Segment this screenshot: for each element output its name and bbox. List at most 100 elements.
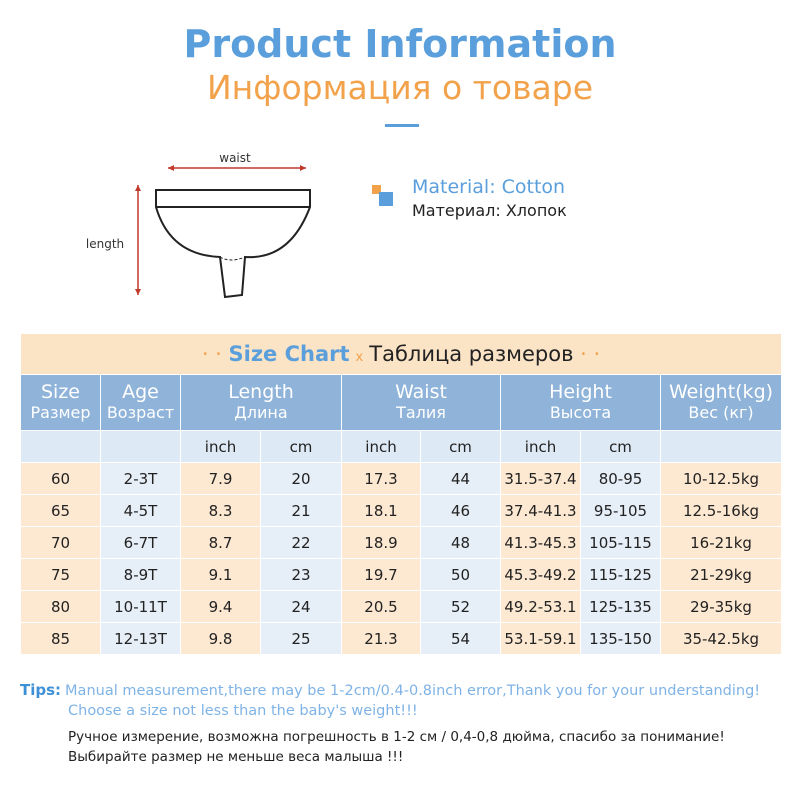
caption: · · Size Chart x Таблица размеров · · <box>19 333 783 375</box>
cell: 115-125 <box>580 558 661 591</box>
data-row: 65 4-5T 8.3 21 18.1 46 37.4-41.3 95-105 12.5-16k… <box>20 494 783 527</box>
tips-line-ru: Ручное измерение, возможна погрешность в… <box>68 729 725 745</box>
unit-cell: cm <box>420 430 501 463</box>
subtitle: Информация о товаре <box>207 68 593 107</box>
cell: 9.1 <box>180 558 261 591</box>
cell: 18.9 <box>341 526 421 559</box>
data-row: 85 12-13T 9.8 25 21.3 54 53.1-59.1 135-150 35-42… <box>20 622 783 655</box>
cell: 4-5T <box>100 494 181 527</box>
dots: · · <box>573 342 601 366</box>
cell: 49.2-53.1 <box>500 590 581 623</box>
cell: 80-95 <box>580 462 661 495</box>
column-en: Length <box>228 381 294 403</box>
length-label: length <box>86 237 124 251</box>
data-row: 70 6-7T 8.7 22 18.9 48 41.3-45.3 105-115 16-21kg <box>20 526 783 559</box>
column-en: Waist <box>395 381 447 403</box>
cell: 20.5 <box>341 590 421 623</box>
column-header: Weight(kg) Вес (кг) <box>659 374 783 431</box>
cell: 10-12.5kg <box>659 462 783 495</box>
cell: 12.5-16kg <box>659 494 783 527</box>
cell: 22 <box>260 526 342 559</box>
cell: 6-7T <box>100 526 181 559</box>
cell: 95-105 <box>580 494 661 527</box>
cell: 105-115 <box>580 526 661 559</box>
tips-ru: Ручное измерение, возможна погрешность в… <box>68 727 725 767</box>
size-table: · · Size Chart x Таблица размеров · · Size Р… <box>19 333 783 655</box>
cell: 44 <box>420 462 501 495</box>
cell: 70 <box>20 526 101 559</box>
column-ru: Возраст <box>106 403 175 422</box>
cell: 31.5-37.4 <box>500 462 581 495</box>
cell: 21 <box>260 494 342 527</box>
column-header: Age Возраст <box>100 374 181 431</box>
column-en: Age <box>122 381 159 403</box>
cell: 10-11T <box>100 590 181 623</box>
cell: 48 <box>420 526 501 559</box>
column-ru: Талия <box>396 403 446 422</box>
unit-cell: inch <box>341 430 421 463</box>
material-en: Material: Cotton <box>412 176 566 198</box>
cell: 52 <box>420 590 501 623</box>
unit-cell <box>659 430 783 463</box>
column-ru: Размер <box>30 403 91 422</box>
column-header: Waist Талия <box>341 374 501 431</box>
column-en: Weight(kg) <box>668 381 774 403</box>
column-header: Length Длина <box>180 374 342 431</box>
cell: 125-135 <box>580 590 661 623</box>
unit-cell: inch <box>500 430 581 463</box>
cell: 24 <box>260 590 342 623</box>
cell: 12-13T <box>100 622 181 655</box>
cell: 9.8 <box>180 622 261 655</box>
unit-cell: cm <box>260 430 342 463</box>
column-en: Size <box>40 381 80 403</box>
cell: 85 <box>20 622 101 655</box>
cell: 135-150 <box>580 622 661 655</box>
unit-cell: inch <box>180 430 261 463</box>
cell: 25 <box>260 622 342 655</box>
cell: 41.3-45.3 <box>500 526 581 559</box>
cell: 80 <box>20 590 101 623</box>
unit-cell: cm <box>580 430 661 463</box>
cell: 8-9T <box>100 558 181 591</box>
tips-line-ru: Выбирайте размер не меньше веса малыша !… <box>68 749 404 765</box>
diagram: waist length <box>86 151 311 299</box>
column-ru: Высота <box>549 403 612 422</box>
material-ru: Материал: Хлопок <box>412 201 567 220</box>
cell: 45.3-49.2 <box>500 558 581 591</box>
tips-label: Tips: <box>20 681 62 699</box>
divider <box>385 124 419 127</box>
cell: 46 <box>420 494 501 527</box>
column-ru: Длина <box>234 403 288 422</box>
data-row: 80 10-11T 9.4 24 20.5 52 49.2-53.1 125-135 29-35… <box>20 590 783 623</box>
column-header: Size Размер <box>20 374 101 431</box>
column-header: Height Высота <box>500 374 661 431</box>
cell: 9.4 <box>180 590 261 623</box>
title: Product Information <box>183 22 617 66</box>
tips: Tips: Manual measurement,there may be 1-2… <box>20 680 760 721</box>
cell: 50 <box>420 558 501 591</box>
cell: 17.3 <box>341 462 421 495</box>
cell: 20 <box>260 462 342 495</box>
cell: 8.7 <box>180 526 261 559</box>
cell: 2-3T <box>100 462 181 495</box>
tips-line: Manual measurement,there may be 1-2cm/0.… <box>65 683 761 699</box>
material-icon <box>372 185 393 206</box>
waist-label: waist <box>219 151 251 165</box>
unit-cell <box>20 430 101 463</box>
data-row: 60 2-3T 7.9 20 17.3 44 31.5-37.4 80-95 10-12.5kg <box>20 462 783 495</box>
chart-title-ru: Таблица размеров <box>369 342 574 366</box>
tips-line: Choose a size not less than the baby's w… <box>68 703 418 719</box>
unit-row: inch cm inch cm inch cm <box>20 430 783 463</box>
cell: 54 <box>420 622 501 655</box>
cell: 65 <box>20 494 101 527</box>
dots: · · <box>201 342 229 366</box>
cell: 7.9 <box>180 462 261 495</box>
cell: 21.3 <box>341 622 421 655</box>
unit-cell <box>100 430 181 463</box>
separator: x <box>355 350 364 365</box>
cell: 23 <box>260 558 342 591</box>
cell: 19.7 <box>341 558 421 591</box>
cell: 29-35kg <box>659 590 783 623</box>
cell: 35-42.5kg <box>659 622 783 655</box>
